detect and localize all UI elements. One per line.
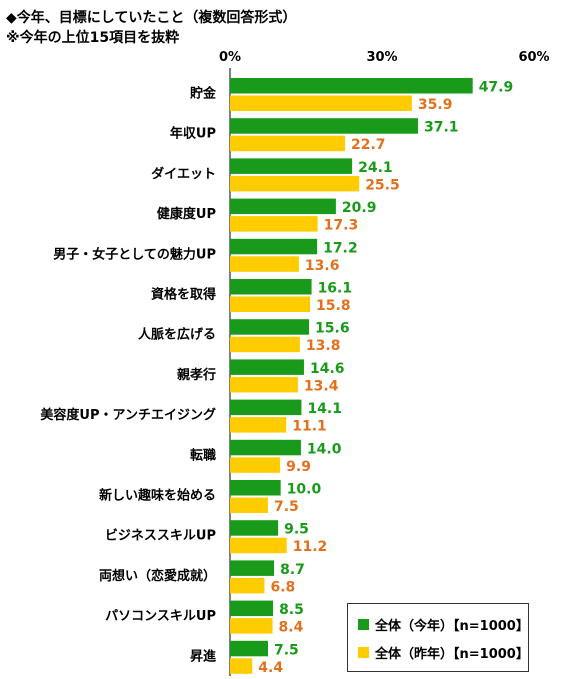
legend-label-this-year: 全体（今年）【n=1000】	[375, 618, 529, 634]
data-label-this-year: 16.1	[318, 281, 353, 297]
data-label-this-year: 47.9	[479, 80, 514, 96]
bar-this-year	[230, 439, 301, 456]
data-label-last-year: 15.8	[316, 298, 351, 314]
data-label-last-year: 4.4	[258, 660, 283, 676]
data-label-last-year: 13.8	[306, 338, 341, 354]
category-label: 親孝行	[177, 367, 216, 383]
bar-this-year	[230, 279, 312, 295]
legend-label-last-year: 全体（昨年）【n=1000】	[375, 646, 529, 662]
data-label-last-year: 7.5	[274, 499, 299, 515]
data-label-last-year: 17.3	[324, 218, 359, 234]
bar-this-year	[230, 520, 279, 536]
bar-this-year	[230, 118, 418, 134]
category-label: 人脈を広げる	[138, 327, 216, 343]
data-label-this-year: 8.7	[280, 562, 305, 578]
data-label-last-year: 9.9	[286, 459, 311, 475]
data-label-last-year: 22.7	[351, 137, 386, 153]
category-label: 昇進	[190, 648, 216, 664]
data-label-this-year: 20.9	[342, 200, 377, 216]
bar-this-year	[230, 198, 336, 215]
category-label: 男子・女子としての魅力UP	[53, 246, 216, 262]
data-label-this-year: 15.6	[315, 321, 350, 337]
data-label-last-year: 13.6	[305, 258, 340, 274]
category-label: ダイエット	[151, 166, 216, 182]
bar-this-year	[230, 238, 318, 255]
bar-last-year	[230, 135, 346, 152]
category-label: 新しい趣味を始める	[99, 488, 216, 504]
category-label: 貯金	[190, 86, 217, 102]
data-label-last-year: 25.5	[365, 177, 400, 193]
data-label-this-year: 7.5	[274, 642, 299, 658]
chart-legend: 全体（今年）【n=1000】 全体（昨年）【n=1000】	[347, 603, 529, 672]
bar-last-year	[230, 256, 299, 272]
bar-last-year	[230, 618, 273, 634]
data-label-this-year: 9.5	[284, 522, 309, 538]
data-label-last-year: 8.4	[279, 620, 304, 636]
category-label: 転職	[190, 447, 216, 463]
data-label-this-year: 17.2	[323, 240, 358, 256]
chart-subtitle: ※今年の上位15項目を抜粋	[6, 30, 180, 46]
data-label-last-year: 11.1	[292, 419, 327, 435]
x-tick-label: 0%	[219, 50, 241, 65]
legend-item-last-year: 全体（昨年）【n=1000】	[358, 642, 529, 662]
bar-this-year	[230, 319, 310, 335]
category-label: 年収UP	[170, 126, 216, 142]
bar-this-year	[230, 399, 302, 416]
bar-last-year	[230, 457, 281, 473]
data-label-this-year: 10.0	[287, 482, 322, 498]
bar-last-year	[230, 658, 253, 674]
bar-last-year	[230, 497, 268, 513]
bar-last-year	[230, 296, 311, 312]
legend-swatch-last-year	[358, 646, 369, 658]
bar-last-year	[230, 577, 265, 594]
bar-this-year	[230, 158, 353, 174]
x-tick-label: 30%	[366, 50, 397, 65]
category-label: ビジネススキルUP	[105, 528, 216, 544]
category-label: パソコンスキルUP	[105, 609, 216, 624]
bar-this-year	[230, 600, 274, 617]
legend-swatch-this-year	[358, 618, 369, 630]
bar-this-year	[230, 78, 473, 94]
bar-last-year	[230, 537, 287, 554]
bar-last-year	[230, 95, 412, 111]
category-label: 資格を取得	[151, 287, 216, 303]
data-label-last-year: 6.8	[270, 579, 295, 595]
legend-item-this-year: 全体（今年）【n=1000】	[358, 614, 529, 634]
data-label-last-year: 35.9	[418, 97, 453, 113]
data-label-this-year: 14.1	[307, 401, 342, 417]
category-label: 美容度UP・アンチエイジング	[40, 407, 216, 423]
data-label-last-year: 13.4	[304, 378, 339, 394]
bar-this-year	[230, 640, 268, 657]
bar-this-year	[230, 480, 281, 496]
data-label-this-year: 14.0	[307, 441, 342, 457]
bar-last-year	[230, 336, 300, 353]
bar-this-year	[230, 560, 275, 576]
bar-last-year	[230, 175, 360, 192]
category-label: 両想い（恋愛成就）	[99, 568, 216, 584]
data-label-this-year: 8.5	[279, 602, 304, 618]
data-label-this-year: 14.6	[310, 361, 345, 377]
bar-last-year	[230, 376, 298, 393]
bar-last-year	[230, 216, 318, 232]
data-label-this-year: 37.1	[424, 120, 459, 136]
bar-this-year	[230, 359, 304, 375]
data-label-this-year: 24.1	[358, 160, 393, 176]
x-tick-label: 60%	[518, 50, 549, 65]
bar-last-year	[230, 417, 287, 433]
category-label: 健康度UP	[157, 206, 216, 222]
data-label-last-year: 11.2	[293, 539, 328, 555]
chart-title: ◆今年、目標にしていたこと（複数回答形式）	[6, 10, 297, 26]
